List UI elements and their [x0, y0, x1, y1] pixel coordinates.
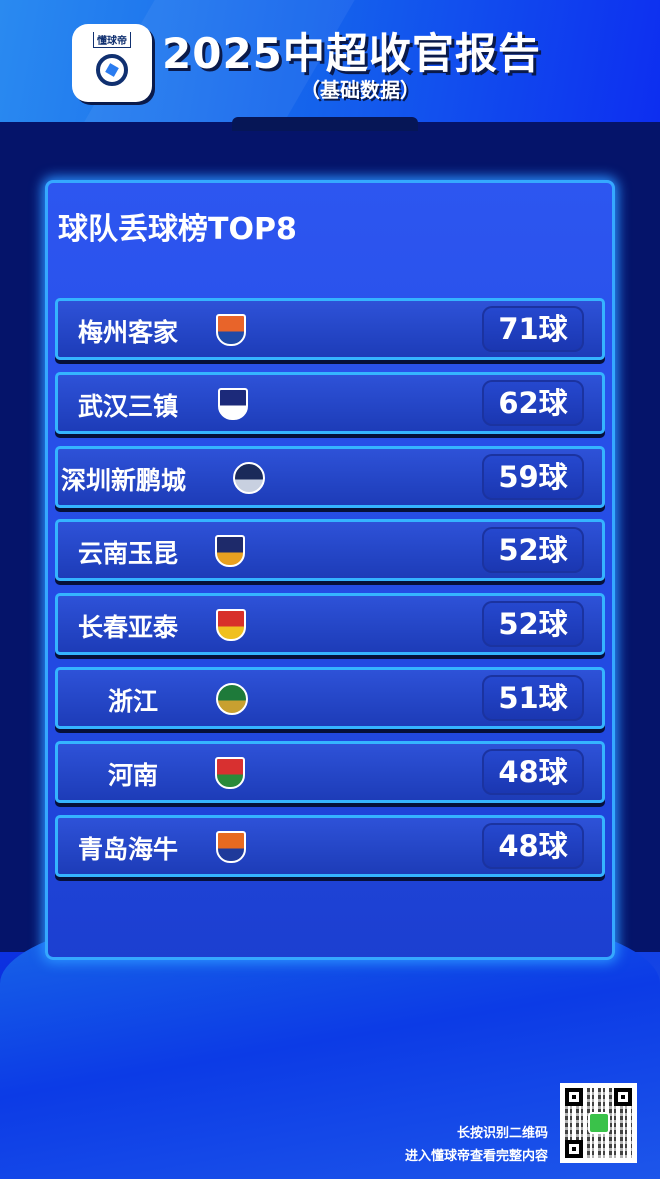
team-row: 深圳新鹏城 59球: [55, 445, 605, 508]
qr-finder: [614, 1088, 632, 1106]
qr-finder: [565, 1140, 583, 1158]
goals-conceded: 51球: [482, 675, 584, 721]
zhejiang-crest-icon: [216, 683, 248, 715]
shenzhen-peng-city-crest-icon: [233, 461, 265, 494]
dongqiudi-logo: 懂球帝: [72, 24, 152, 102]
team-name: 云南玉昆: [78, 539, 179, 569]
page-title: 2025中超收官报告: [162, 29, 541, 78]
qr-code[interactable]: [560, 1083, 637, 1163]
team-row: 长春亚泰 52球: [55, 593, 605, 656]
goals-conceded: 48球: [482, 822, 584, 869]
team-name: 武汉三镇: [78, 391, 179, 421]
panel-title: 球队丢球榜TOP8: [58, 212, 297, 247]
goals-conceded: 59球: [482, 453, 584, 500]
team-name: 浙江: [108, 687, 159, 716]
meizhou-hakka-crest-icon: [216, 314, 246, 346]
header-tab-decoration: [232, 117, 418, 131]
qr-finder: [565, 1088, 583, 1106]
yunnan-yukun-crest-icon: [215, 535, 245, 568]
team-row: 梅州客家 71球: [55, 298, 605, 360]
qingdao-hainiu-crest-icon: [216, 830, 246, 863]
team-row: 浙江 51球: [55, 667, 605, 729]
footer-line-2: 进入懂球帝查看完整内容: [404, 1149, 548, 1164]
team-row: 河南 48球: [55, 740, 605, 803]
footer-line-1: 长按识别二维码: [456, 1126, 548, 1141]
football-icon: [96, 54, 128, 86]
team-name: 梅州客家: [78, 318, 179, 347]
wuhan-three-towns-crest-icon: [218, 387, 248, 420]
team-row: 青岛海牛 48球: [55, 814, 605, 877]
goals-conceded: 62球: [482, 379, 584, 426]
goals-conceded: 48球: [482, 748, 584, 795]
changchun-yatai-crest-icon: [216, 609, 246, 642]
logo-text: 懂球帝: [93, 32, 131, 48]
team-name: 青岛海牛: [78, 834, 179, 864]
goals-conceded: 52球: [482, 601, 584, 648]
team-row: 武汉三镇 62球: [55, 371, 605, 434]
goals-conceded: 71球: [482, 306, 584, 352]
henan-crest-icon: [215, 756, 245, 789]
header: 懂球帝 2025中超收官报告 （基础数据）: [0, 0, 660, 122]
team-name: 长春亚泰: [78, 613, 179, 643]
page-subtitle: （基础数据）: [300, 78, 420, 102]
team-name: 河南: [108, 760, 159, 790]
team-row: 云南玉昆 52球: [55, 519, 605, 582]
goals-conceded: 52球: [482, 527, 584, 574]
team-name: 深圳新鹏城: [61, 465, 187, 495]
qr-center-logo-icon: [588, 1112, 610, 1134]
